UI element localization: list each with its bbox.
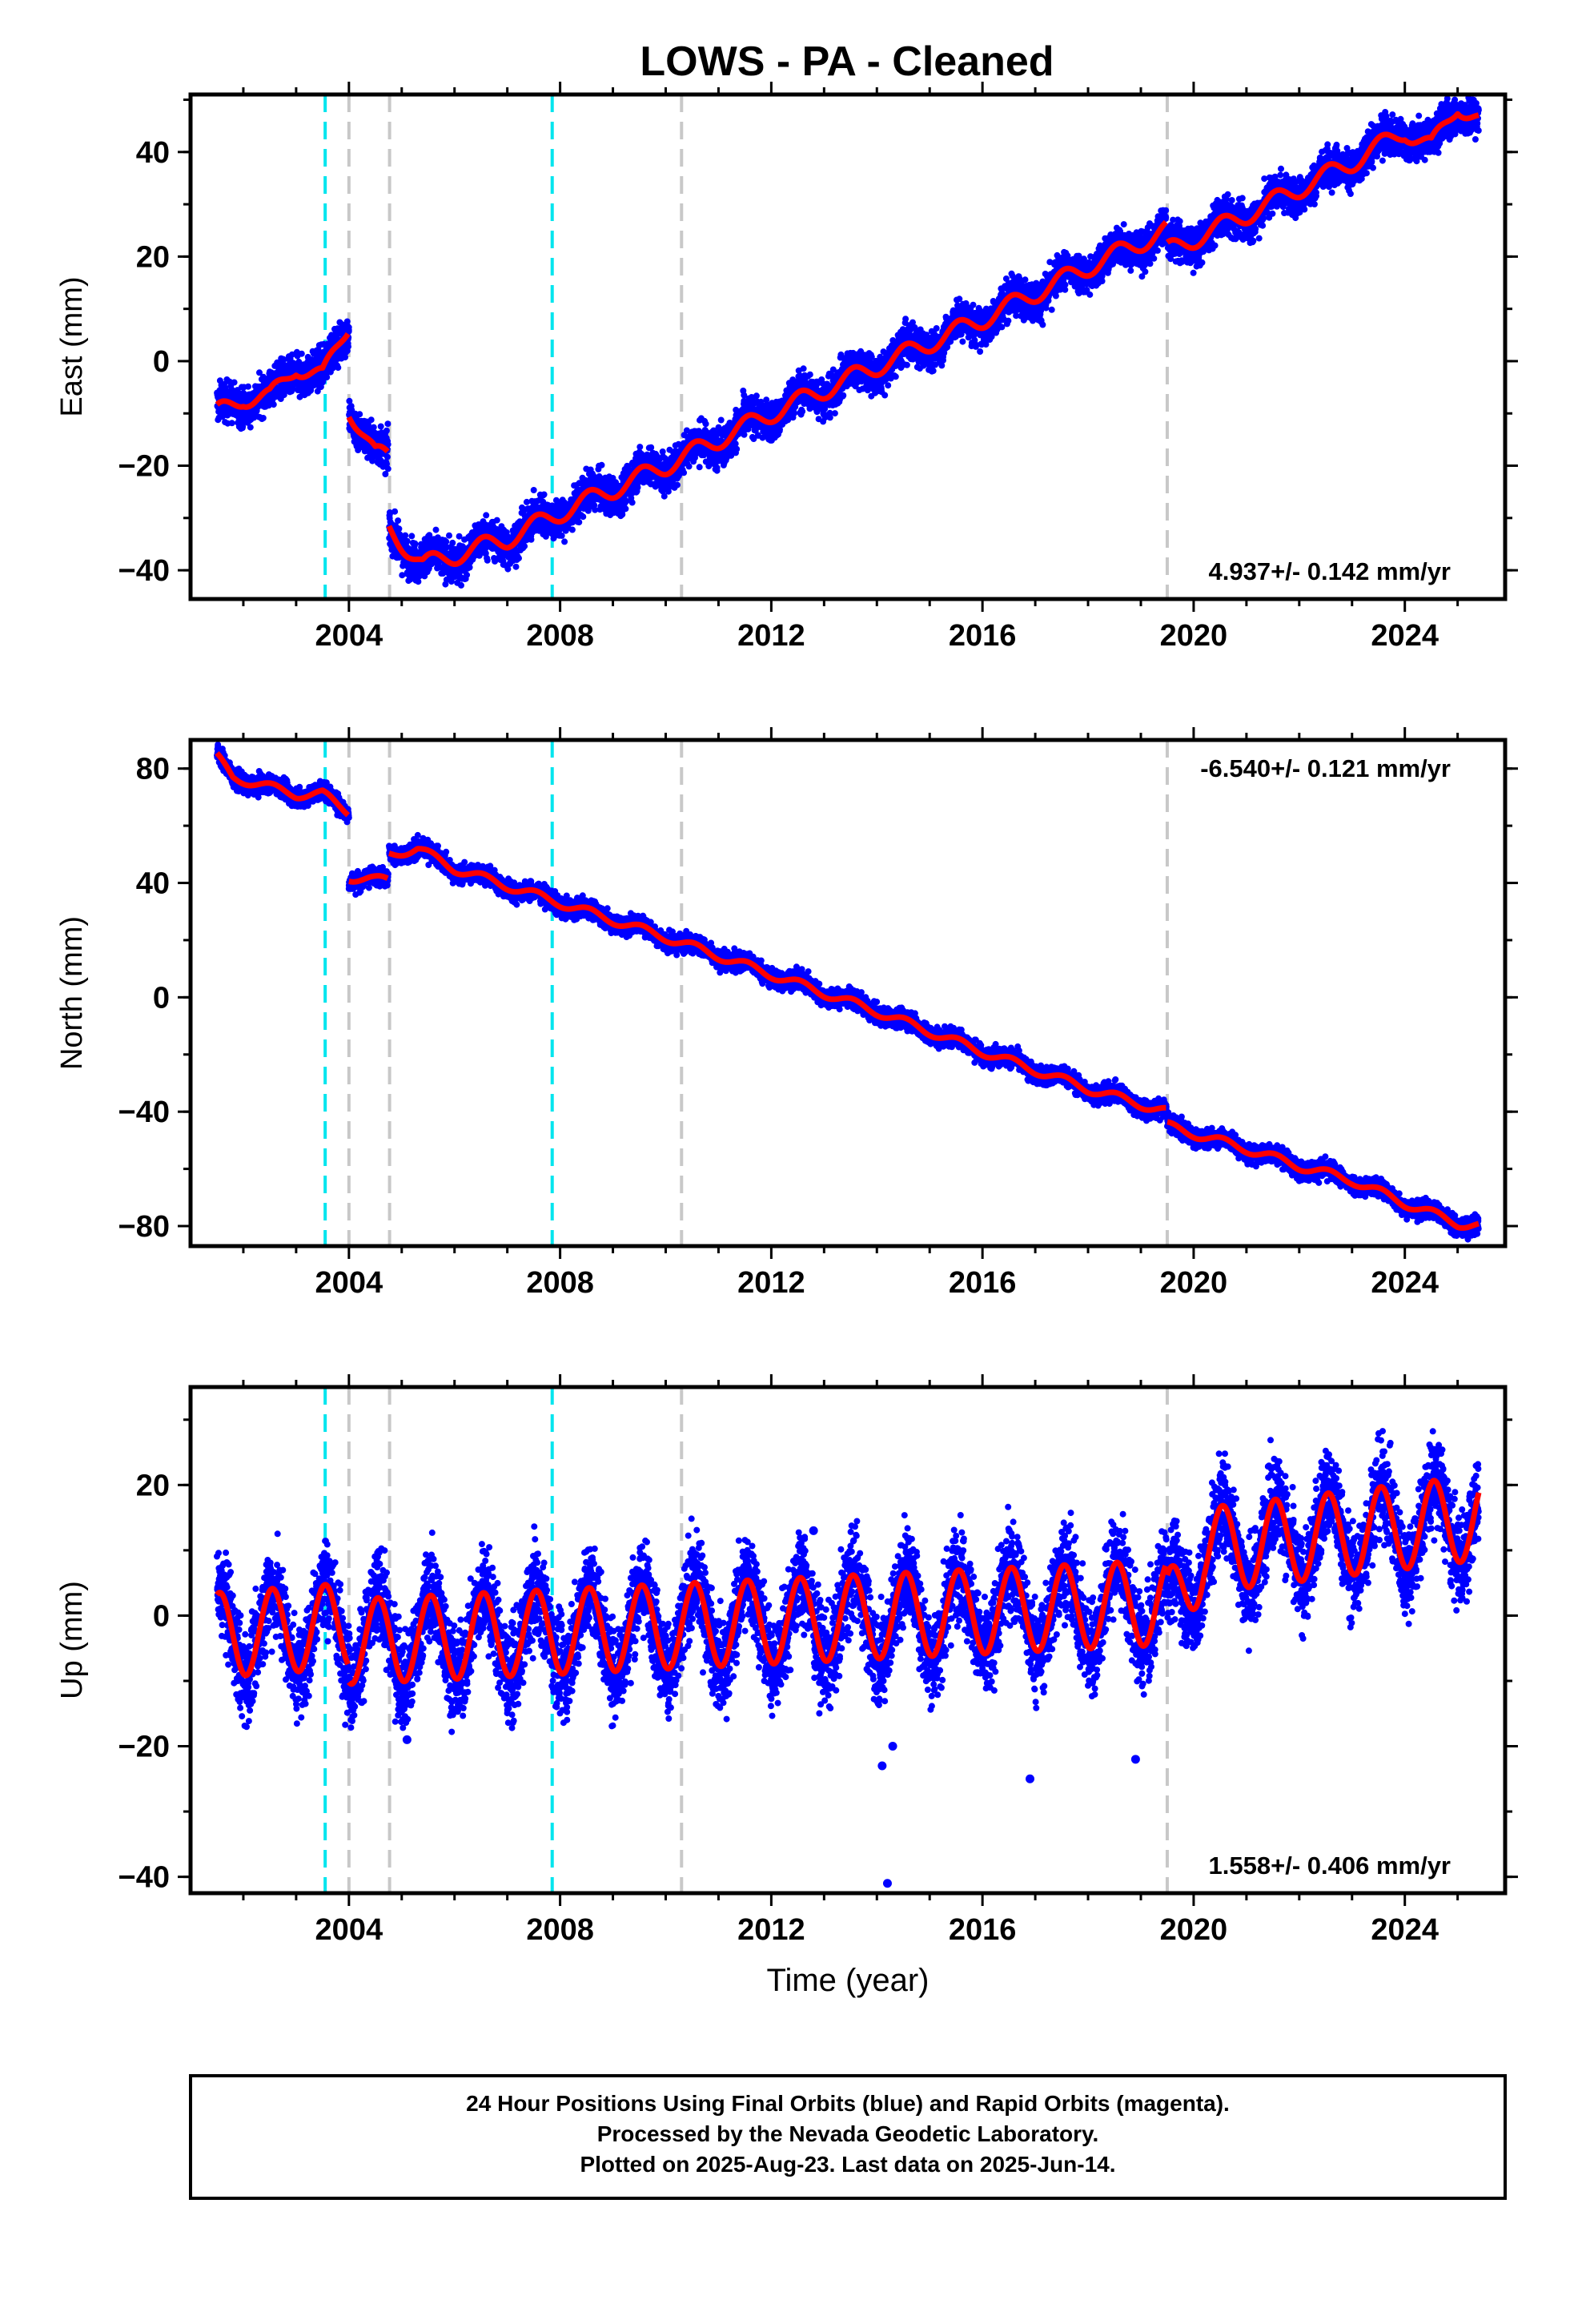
footer-line-1: 24 Hour Positions Using Final Orbits (bl… (466, 2091, 1230, 2116)
up-model-line (1164, 1478, 1482, 1613)
north-xtick-label: 2016 (949, 1266, 1017, 1300)
north-xtick-label: 2024 (1371, 1266, 1439, 1300)
chart-title: LOWS - PA - Cleaned (640, 38, 1054, 85)
footer-line-3: Plotted on 2025-Aug-23. Last data on 202… (580, 2152, 1115, 2177)
east-data-points (214, 94, 1482, 589)
north-ytick-label: −80 (118, 1210, 170, 1244)
east-xtick-label: 2020 (1160, 619, 1228, 653)
footer-box: 24 Hour Positions Using Final Orbits (bl… (189, 2074, 1507, 2200)
east-rate-label: 4.937+/- 0.142 mm/yr (1209, 557, 1451, 585)
north-ytick-label: 0 (153, 981, 170, 1015)
east-xtick-label: 2016 (949, 619, 1017, 653)
panel-up: 2004 2008 2012 2016 2020 2024 20 0 −20 −40 Up (mm)… (55, 1374, 1518, 1998)
up-frame (188, 1385, 1508, 1896)
up-ytick-label: 20 (136, 1469, 170, 1502)
north-plot-area (214, 740, 1482, 1246)
north-rate-label: -6.540+/- 0.121 mm/yr (1200, 754, 1451, 782)
up-model-line (347, 1559, 1169, 1687)
north-ytick-label: 80 (136, 753, 170, 786)
up-outlier-point (882, 1879, 892, 1888)
up-outlier-point (888, 1742, 897, 1751)
north-frame (188, 738, 1508, 1248)
up-xtick-label: 2020 (1160, 1913, 1228, 1947)
up-ytick-label: −20 (118, 1731, 170, 1764)
up-ytick-label: −40 (118, 1861, 170, 1895)
panel-east: 2004 2008 2012 2016 2020 2024 40 20 0 −20 −40 East … (55, 82, 1518, 653)
up-xtick-label: 2016 (949, 1913, 1017, 1947)
up-outlier-point (1130, 1755, 1140, 1764)
east-model-line (346, 416, 390, 454)
up-outlier-point (877, 1761, 887, 1771)
up-ytick-label: 0 (153, 1599, 170, 1633)
north-xtick-label: 2012 (737, 1266, 805, 1300)
up-xtick-label: 2024 (1371, 1913, 1439, 1947)
north-model-line (387, 846, 1168, 1113)
footer-frame (189, 2074, 1507, 2200)
east-plot-area (214, 94, 1482, 599)
north-ytick-label: −40 (118, 1096, 170, 1129)
up-xlabel: Time (year) (767, 1963, 930, 1998)
up-plot-area (214, 1387, 1482, 1893)
east-ytick-label: −20 (118, 450, 170, 484)
east-xtick-label: 2012 (737, 619, 805, 653)
up-outlier-point (809, 1526, 818, 1535)
east-daily-positions (214, 94, 1482, 589)
east-ytick-label: 20 (136, 240, 170, 274)
north-model-line (347, 873, 390, 885)
east-model-line (386, 219, 1168, 567)
north-xtick-label: 2008 (526, 1266, 594, 1300)
up-ylabel: Up (mm) (55, 1581, 89, 1699)
east-xtick-label: 2008 (526, 619, 594, 653)
up-rate-label: 1.558+/- 0.406 mm/yr (1209, 1852, 1451, 1880)
east-ytick-label: 0 (153, 345, 170, 379)
north-daily-positions (214, 742, 1482, 1243)
up-data-points (214, 1428, 1482, 1888)
east-ytick-label: −40 (118, 554, 170, 588)
north-ylabel: North (mm) (55, 916, 89, 1070)
up-xtick-label: 2008 (526, 1913, 594, 1947)
north-model-line (1165, 1119, 1481, 1231)
up-model-line (215, 1582, 351, 1679)
east-frame (188, 92, 1508, 601)
north-model-line (215, 751, 351, 818)
east-model-line (1165, 111, 1481, 251)
panel-north: 2004 2008 2012 2016 2020 2024 80 40 0 −40 −80 North… (55, 727, 1518, 1300)
panels: 2004 2008 2012 2016 2020 2024 40 20 0 −20 −40 East … (55, 82, 1518, 1998)
up-outlier-point (1026, 1774, 1035, 1783)
up-xtick-label: 2004 (315, 1913, 383, 1947)
east-ytick-label: 40 (136, 136, 170, 170)
up-outlier-point (402, 1735, 412, 1744)
east-xtick-label: 2024 (1371, 619, 1439, 653)
north-xtick-label: 2020 (1160, 1266, 1228, 1300)
up-xtick-label: 2012 (737, 1913, 805, 1947)
north-xtick-label: 2004 (315, 1266, 383, 1300)
footer-line-2: Processed by the Nevada Geodetic Laborat… (597, 2121, 1099, 2146)
north-ytick-label: 40 (136, 867, 170, 901)
east-xtick-label: 2004 (315, 619, 383, 653)
north-data-points (214, 742, 1482, 1243)
east-model-line (215, 332, 351, 410)
east-ylabel: East (mm) (55, 276, 89, 416)
